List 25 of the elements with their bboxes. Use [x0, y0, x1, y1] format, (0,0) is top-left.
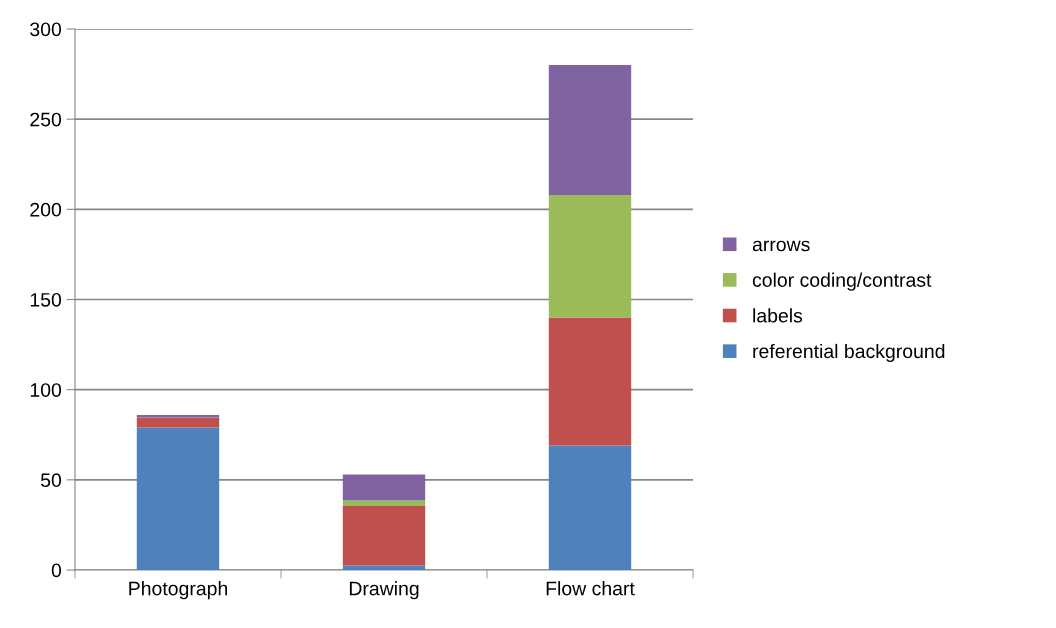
- legend-label: color coding/contrast: [752, 272, 932, 291]
- y-tick-label: 300: [30, 22, 62, 37]
- bar: [342, 505, 426, 566]
- bar: [342, 565, 426, 570]
- bar: [548, 317, 632, 446]
- x-tick-label: Photograph: [129, 581, 228, 600]
- bar: [136, 417, 220, 428]
- legend-label: arrows: [752, 240, 810, 252]
- y-tick-label: 0: [51, 563, 62, 578]
- legend-label: labels: [753, 308, 803, 323]
- bar: [342, 500, 426, 506]
- bar: [548, 194, 632, 318]
- legend-label: referential background: [753, 343, 945, 362]
- x-tick-label: Drawing: [349, 581, 419, 600]
- y-tick-label: 100: [30, 383, 62, 397]
- bar: [548, 65, 632, 195]
- bar: [548, 445, 632, 570]
- bar: [136, 427, 220, 570]
- y-tick-label: 250: [30, 112, 62, 127]
- x-tick-label: Flow chart: [546, 581, 635, 596]
- y-tick-label: 200: [30, 202, 62, 217]
- bar: [136, 414, 220, 418]
- bar: [342, 474, 426, 501]
- y-tick-label: 150: [30, 292, 62, 307]
- y-tick-label: 50: [40, 473, 62, 488]
